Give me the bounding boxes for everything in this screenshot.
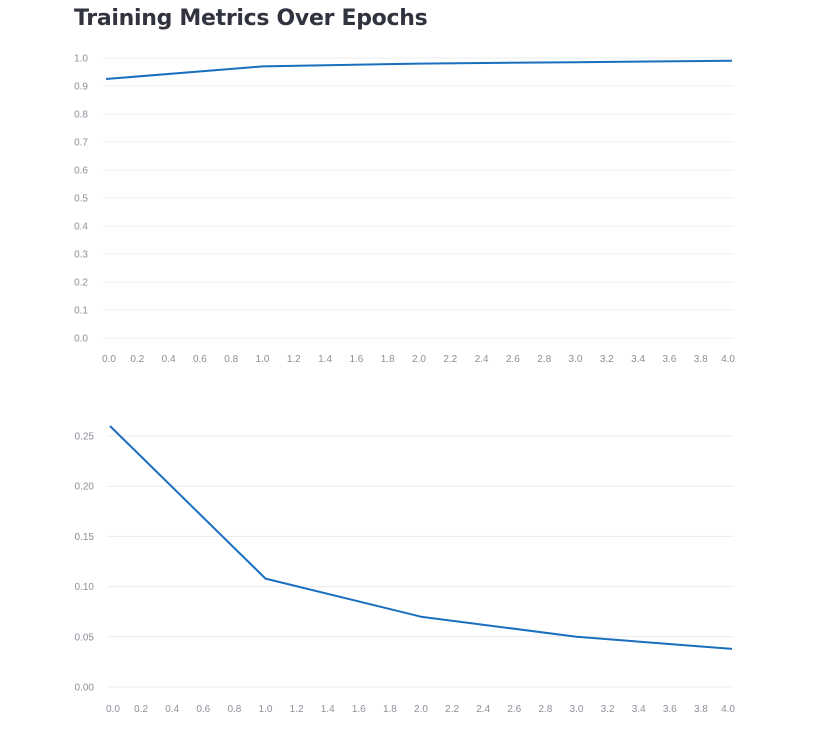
y-axis: 0.0 0.1 0.2 0.3 0.4 0.5 0.6 0.7 0.8 0.9 1.0: [74, 54, 88, 345]
y-tick-label: 1.0: [74, 54, 88, 65]
x-tick-label: 0.8: [227, 704, 241, 715]
x-tick-label: 3.8: [694, 354, 708, 365]
x-tick-label: 4.0: [721, 704, 735, 715]
x-tick-label: 0.4: [165, 704, 179, 715]
series-group: [109, 425, 733, 650]
x-tick-label: 0.8: [224, 354, 238, 365]
x-tick-label: 0.2: [134, 704, 148, 715]
x-tick-label: 3.4: [631, 354, 645, 365]
x-tick-label: 2.0: [414, 704, 428, 715]
x-axis: 0.0 0.2 0.4 0.6 0.8 1.0 1.2 1.4 1.6 1.8 2.0 2.2 2.4 2…: [102, 354, 735, 365]
x-tick-label: 2.0: [412, 354, 426, 365]
x-tick-label: 1.4: [318, 354, 332, 365]
x-tick-label: 3.0: [569, 354, 583, 365]
x-tick-label: 0.6: [196, 704, 210, 715]
x-tick-label: 2.6: [506, 354, 520, 365]
y-tick-label: 0.1: [74, 306, 88, 317]
x-tick-label: 0.0: [106, 704, 120, 715]
y-axis: 0.00 0.05 0.10 0.15 0.20 0.25: [75, 432, 95, 694]
x-tick-label: 1.4: [321, 704, 335, 715]
x-tick-label: 0.2: [130, 354, 144, 365]
loss-line-chart: 0.00 0.05 0.10 0.15 0.20 0.25 0.0 0.2 0.4 0.6 0.8 1…: [75, 425, 735, 715]
y-tick-label: 0.6: [74, 166, 88, 177]
x-tick-label: 3.2: [600, 354, 614, 365]
gridlines: [103, 57, 734, 339]
x-tick-label: 2.4: [475, 354, 489, 365]
x-axis: 0.0 0.2 0.4 0.6 0.8 1.0 1.2 1.4 1.6 1.8 2.0 2.2 2.4 2…: [106, 704, 735, 715]
gridlines: [107, 435, 734, 688]
y-tick-label: 0.05: [75, 632, 95, 643]
x-tick-label: 1.8: [381, 354, 395, 365]
x-tick-label: 1.2: [290, 704, 304, 715]
series-group: [105, 59, 733, 80]
y-tick-label: 0.9: [74, 82, 88, 93]
y-tick-label: 0.00: [75, 683, 95, 694]
x-tick-label: 2.2: [443, 354, 457, 365]
x-tick-label: 1.8: [383, 704, 397, 715]
x-tick-label: 0.6: [193, 354, 207, 365]
x-tick-label: 3.6: [663, 704, 677, 715]
x-tick-label: 2.6: [507, 704, 521, 715]
x-tick-label: 1.0: [256, 354, 270, 365]
x-tick-label: 0.0: [102, 354, 116, 365]
x-tick-label: 1.6: [352, 704, 366, 715]
x-tick-label: 3.2: [601, 704, 615, 715]
y-tick-label: 0.15: [75, 532, 95, 543]
accuracy-line-chart: 0.00.10.20.30.40.50.60.70.80.91.00.0 0.2 0…: [74, 54, 735, 366]
series-line: [109, 425, 733, 650]
x-tick-label: 2.4: [476, 704, 490, 715]
x-tick-label: 3.4: [632, 704, 646, 715]
x-tick-label: 3.0: [570, 704, 584, 715]
y-tick-label: 0.20: [75, 482, 95, 493]
y-tick-label: 0.4: [74, 222, 88, 233]
y-tick-label: 0.25: [75, 432, 95, 443]
y-tick-label: 0.3: [74, 250, 88, 261]
y-tick-label: 0.0: [74, 334, 88, 345]
x-tick-label: 2.8: [537, 354, 551, 365]
y-tick-label: 0.10: [75, 582, 95, 593]
x-tick-label: 0.4: [162, 354, 176, 365]
page-title: Training Metrics Over Epochs: [74, 6, 428, 31]
x-tick-label: 2.8: [538, 704, 552, 715]
y-tick-label: 0.2: [74, 278, 88, 289]
x-tick-label: 3.6: [662, 354, 676, 365]
y-tick-label: 0.8: [74, 110, 88, 121]
series-line: [105, 59, 733, 80]
y-tick-label: 0.7: [74, 138, 88, 149]
x-tick-label: 1.0: [259, 704, 273, 715]
x-tick-label: 1.2: [287, 354, 301, 365]
x-tick-label: 2.2: [445, 704, 459, 715]
x-tick-label: 3.8: [694, 704, 708, 715]
x-tick-label: 1.6: [349, 354, 363, 365]
y-tick-label: 0.5: [74, 194, 88, 205]
x-tick-label: 4.0: [721, 354, 735, 365]
